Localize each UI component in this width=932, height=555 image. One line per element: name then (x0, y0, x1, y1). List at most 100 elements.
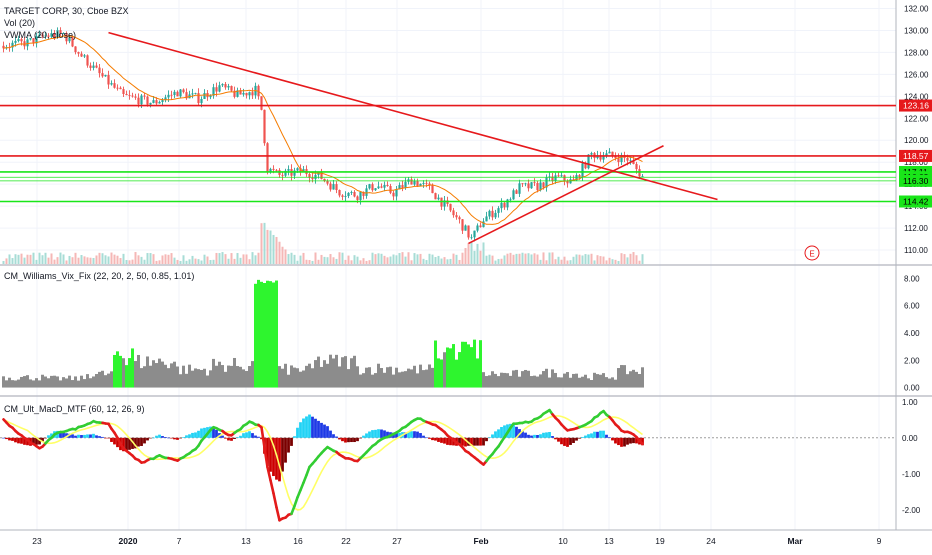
macd-histogram-bar (227, 438, 230, 441)
vix-bar (629, 371, 632, 387)
candle-body (215, 87, 217, 91)
macd-histogram-bar (623, 438, 626, 447)
macd-histogram-bar (149, 438, 152, 439)
price-level-tag[interactable]: 114.42 (899, 195, 932, 207)
vix-bar (467, 344, 470, 387)
price-level-tag[interactable]: 118.57 (899, 150, 932, 162)
volume-bar (207, 257, 209, 264)
price-tag-text: 116.30 (903, 176, 929, 186)
candle-body (617, 158, 619, 162)
macd-tick-label: -1.00 (902, 470, 921, 479)
volume-bar (15, 254, 17, 264)
candle-body (296, 168, 298, 170)
vix-bar (473, 340, 476, 388)
candle-body (344, 196, 346, 197)
volume-bar (465, 248, 467, 264)
volume-bar (234, 259, 236, 264)
macd-histogram-bar (590, 433, 593, 437)
candle-body (461, 219, 463, 230)
volume-bar (522, 253, 524, 264)
volume-bar (573, 257, 575, 264)
volume-bar (519, 254, 521, 264)
earnings-event-marker[interactable]: E (805, 246, 819, 260)
volume-bar (309, 260, 311, 264)
candle-body (275, 170, 277, 171)
candle-body (530, 182, 532, 188)
volume-bar (486, 256, 488, 264)
macd-histogram-bar (242, 433, 245, 438)
vix-bar (623, 365, 626, 387)
volume-bar (39, 253, 41, 264)
candle[interactable] (434, 193, 436, 200)
candle[interactable] (530, 182, 532, 189)
candle-body (80, 54, 82, 57)
candle-body (95, 66, 97, 68)
candle-body (494, 213, 496, 217)
volume-bar (525, 254, 527, 264)
vix-bar (356, 366, 359, 387)
candle-body (14, 41, 16, 43)
macd-histogram-bar (320, 423, 323, 438)
vix-bar (272, 283, 275, 388)
event-label: E (809, 250, 814, 259)
price-level-tag[interactable]: 123.16 (899, 100, 932, 112)
macd-histogram-bar (425, 437, 428, 438)
vix-bar (107, 374, 110, 388)
candle-body (110, 83, 112, 84)
volume-bar (528, 253, 530, 264)
volume-bar (78, 258, 80, 264)
macd-histogram-bar (77, 435, 80, 438)
candle-body (416, 181, 418, 186)
vix-bar (224, 372, 227, 388)
candle-body (203, 93, 205, 99)
vix-bar (32, 380, 35, 387)
vix-bar (527, 371, 530, 388)
vix-bar (542, 371, 545, 388)
macd-histogram-bar (416, 432, 419, 438)
candle-body (179, 90, 181, 97)
candle[interactable] (260, 96, 262, 110)
candle-body (332, 184, 334, 189)
vix-bar (545, 369, 548, 388)
volume-bar (96, 255, 98, 264)
vix-tick-label: 8.00 (904, 274, 920, 283)
vix-bar (530, 376, 533, 388)
candle-body (452, 210, 454, 215)
vix-bar (161, 362, 164, 388)
volume-bar (306, 260, 308, 264)
volume-bar (231, 253, 233, 264)
vix-bar (506, 373, 509, 387)
candle[interactable] (230, 86, 232, 92)
macd-histogram-bar (254, 436, 257, 438)
macd-histogram-bar (329, 431, 332, 438)
volume-bar (510, 253, 512, 264)
volume-bar (87, 257, 89, 264)
macd-histogram-bar (86, 434, 89, 437)
vix-bar (353, 356, 356, 388)
macd-histogram-bar (188, 434, 191, 437)
vix-bar (410, 369, 413, 387)
vix-bar (392, 375, 395, 388)
price-tag-text: 114.42 (903, 196, 929, 206)
candle[interactable] (266, 142, 268, 174)
vix-bar (437, 358, 440, 387)
candle-body (26, 39, 28, 46)
candle-body (146, 97, 148, 105)
volume-bar (633, 252, 635, 264)
candle-body (563, 175, 565, 181)
macd-histogram-bar (341, 438, 344, 441)
vix-fix-title: CM_Williams_Vix_Fix (22, 20, 2, 50, 0.85… (4, 271, 194, 281)
vix-bar (401, 372, 404, 388)
candle[interactable] (179, 89, 181, 98)
price-level-tag[interactable]: 116.30 (899, 175, 932, 187)
volume-bar (9, 254, 11, 264)
macd-histogram-bar (434, 438, 437, 441)
volume-bar (198, 259, 200, 264)
candle-body (245, 93, 247, 95)
volume-bar (123, 254, 125, 264)
vix-bar (218, 362, 221, 388)
volume-bar (396, 255, 398, 264)
candle[interactable] (263, 110, 265, 146)
